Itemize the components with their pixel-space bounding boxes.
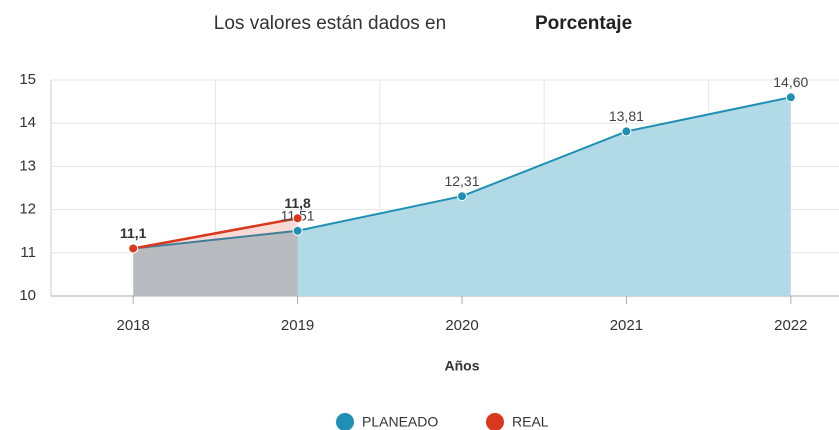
y-tick-label: 14 [19,114,36,131]
y-tick-label: 13 [19,157,36,174]
y-tick-label: 10 [19,287,36,304]
x-tick-label: 2018 [117,317,150,334]
data-label: 11,1 [120,225,147,241]
x-axis-title: Años [445,358,480,374]
point [292,225,303,236]
legend-label: REAL [512,414,549,430]
chart-title: Los valores están dados en [214,13,446,34]
point [621,126,632,137]
point [128,243,139,254]
x-tick-label: 2020 [445,317,478,334]
area [133,218,298,296]
data-label: 14,60 [773,74,808,90]
x-tick-label: 2019 [281,317,314,334]
y-tick-label: 11 [20,244,36,261]
x-tick-label: 2021 [610,317,643,334]
chart-title-emphasis: Porcentaje [535,13,632,34]
data-label: 13,81 [609,108,644,124]
data-label: 12,31 [444,173,479,189]
legend-marker [486,413,504,430]
data-label: 11,1 [120,225,146,241]
point [785,92,796,103]
legend-label: PLANEADO [362,414,438,430]
point [457,191,467,202]
point [292,213,303,224]
data-label: 11,8 [284,195,311,211]
x-tick-label: 2022 [774,317,807,334]
y-tick-label: 15 [19,71,36,88]
legend-marker [336,413,354,430]
y-tick-label: 12 [19,201,36,218]
line [132,217,298,250]
